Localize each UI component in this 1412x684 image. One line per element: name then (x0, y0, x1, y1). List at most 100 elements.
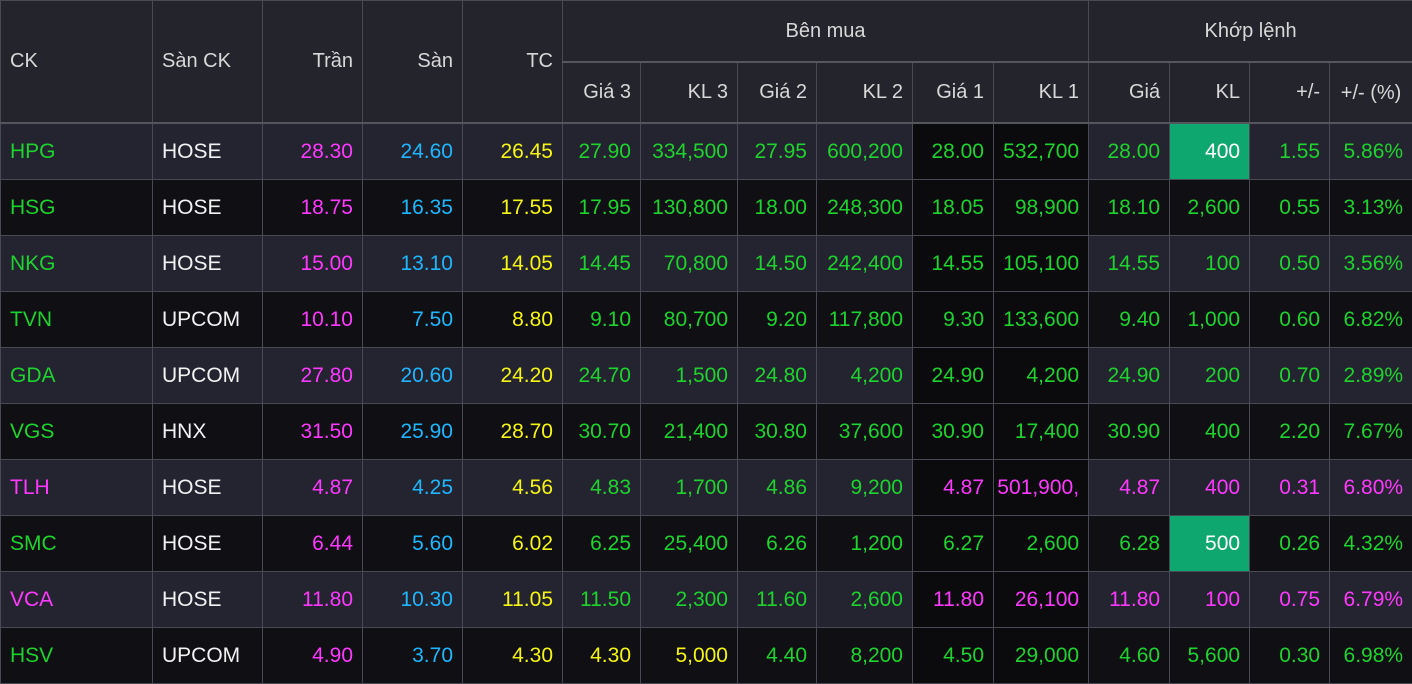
cell-bid-price-2: 4.86 (737, 459, 817, 516)
header-bid-vol-2[interactable]: KL 2 (816, 61, 913, 124)
cell-bid-price-3: 4.83 (562, 459, 641, 516)
table-row[interactable]: GDA UPCOM 27.80 20.60 24.20 24.70 1,500 24.80 4,… (0, 347, 1412, 404)
cell-match-vol: 500 (1169, 515, 1251, 572)
cell-change: 0.26 (1249, 515, 1331, 572)
header-match-group: Khớp lệnh (1088, 0, 1412, 63)
cell-bid-price-1: 9.30 (912, 291, 994, 348)
cell-match-price: 4.87 (1088, 459, 1171, 516)
cell-change: 0.30 (1249, 627, 1331, 684)
cell-bid-vol-2: 9,200 (816, 459, 913, 516)
cell-bid-price-2: 11.60 (737, 571, 817, 628)
cell-match-price: 11.80 (1088, 571, 1171, 628)
table-row[interactable]: HPG HOSE 28.30 24.60 26.45 27.90 334,500 27.95 6… (0, 122, 1412, 180)
cell-change-pct: 5.86% (1329, 122, 1412, 180)
cell-bid-vol-1: 133,600 (992, 291, 1090, 348)
cell-bid-vol-1: 29,000 (992, 627, 1090, 684)
cell-bid-price-3: 4.30 (562, 627, 641, 684)
cell-exchange: HOSE (152, 515, 263, 572)
table-row[interactable]: NKG HOSE 15.00 13.10 14.05 14.45 70,800 14.50 24… (0, 235, 1412, 292)
cell-symbol[interactable]: VGS (0, 403, 153, 460)
cell-symbol[interactable]: VCA (0, 571, 153, 628)
cell-symbol[interactable]: NKG (0, 235, 153, 292)
cell-bid-vol-2: 2,600 (816, 571, 913, 628)
cell-reference: 4.30 (462, 627, 563, 684)
cell-bid-price-3: 6.25 (562, 515, 641, 572)
cell-bid-price-2: 6.26 (737, 515, 817, 572)
header-reference[interactable]: TC (462, 0, 563, 124)
header-match-price[interactable]: Giá (1088, 61, 1171, 124)
table-row[interactable]: VGS HNX 31.50 25.90 28.70 30.70 21,400 30.80 37,… (0, 403, 1412, 460)
cell-match-price: 28.00 (1088, 122, 1171, 180)
cell-bid-price-3: 30.70 (562, 403, 641, 460)
cell-symbol[interactable]: TVN (0, 291, 153, 348)
cell-change-pct: 3.13% (1329, 179, 1412, 236)
cell-bid-price-2: 27.95 (737, 122, 817, 180)
header-ceiling[interactable]: Trần (262, 0, 363, 124)
cell-bid-vol-3: 2,300 (640, 571, 738, 628)
cell-floor: 10.30 (362, 571, 463, 628)
cell-bid-price-1: 30.90 (912, 403, 994, 460)
cell-bid-vol-1: 17,400 (992, 403, 1090, 460)
cell-reference: 4.56 (462, 459, 563, 516)
cell-symbol[interactable]: HSV (0, 627, 153, 684)
board-header: CK Sàn CK Trần Sàn TC Bên mua Khớp lệnh … (0, 0, 1412, 124)
cell-floor: 7.50 (362, 291, 463, 348)
cell-reference: 6.02 (462, 515, 563, 572)
cell-symbol[interactable]: HPG (0, 122, 153, 180)
cell-bid-vol-3: 1,500 (640, 347, 738, 404)
header-bid-vol-3[interactable]: KL 3 (640, 61, 738, 124)
table-row[interactable]: HSV UPCOM 4.90 3.70 4.30 4.30 5,000 4.40 8,200 4.… (0, 627, 1412, 684)
cell-symbol[interactable]: HSG (0, 179, 153, 236)
cell-ceiling: 15.00 (262, 235, 363, 292)
cell-bid-price-3: 17.95 (562, 179, 641, 236)
cell-bid-vol-1: ,501,900 (992, 459, 1090, 516)
cell-bid-price-1: 4.50 (912, 627, 994, 684)
cell-change-pct: 6.79% (1329, 571, 1412, 628)
cell-bid-vol-1: 2,600 (992, 515, 1090, 572)
cell-bid-price-2: 24.80 (737, 347, 817, 404)
cell-bid-vol-3: 130,800 (640, 179, 738, 236)
header-bid-vol-1[interactable]: KL 1 (992, 61, 1090, 124)
cell-bid-vol-1: 26,100 (992, 571, 1090, 628)
cell-ceiling: 27.80 (262, 347, 363, 404)
cell-bid-price-1: 4.87 (912, 459, 994, 516)
cell-bid-vol-2: 4,200 (816, 347, 913, 404)
cell-bid-price-1: 11.80 (912, 571, 994, 628)
cell-symbol[interactable]: GDA (0, 347, 153, 404)
cell-change: 0.50 (1249, 235, 1331, 292)
header-match-vol[interactable]: KL (1169, 61, 1251, 124)
header-bid-price-2[interactable]: Giá 2 (737, 61, 817, 124)
cell-match-price: 9.40 (1088, 291, 1171, 348)
header-ck[interactable]: CK (0, 0, 153, 124)
header-floor[interactable]: Sàn (362, 0, 463, 124)
table-row[interactable]: SMC HOSE 6.44 5.60 6.02 6.25 25,400 6.26 1,200 6.… (0, 515, 1412, 572)
cell-symbol[interactable]: SMC (0, 515, 153, 572)
header-change[interactable]: +/- (1249, 61, 1331, 124)
cell-change: 0.55 (1249, 179, 1331, 236)
cell-change: 0.31 (1249, 459, 1331, 516)
cell-change: 0.75 (1249, 571, 1331, 628)
cell-change: 2.20 (1249, 403, 1331, 460)
cell-reference: 26.45 (462, 122, 563, 180)
cell-bid-vol-3: 5,000 (640, 627, 738, 684)
cell-bid-vol-1: 98,900 (992, 179, 1090, 236)
cell-match-price: 24.90 (1088, 347, 1171, 404)
cell-symbol[interactable]: TLH (0, 459, 153, 516)
header-bid-price-1[interactable]: Giá 1 (912, 61, 994, 124)
cell-bid-vol-3: 334,500 (640, 122, 738, 180)
table-row[interactable]: TLH HOSE 4.87 4.25 4.56 4.83 1,700 4.86 9,200 4.8… (0, 459, 1412, 516)
cell-bid-vol-3: 80,700 (640, 291, 738, 348)
table-row[interactable]: TVN UPCOM 10.10 7.50 8.80 9.10 80,700 9.20 117,8… (0, 291, 1412, 348)
cell-reference: 8.80 (462, 291, 563, 348)
cell-match-vol: 400 (1169, 403, 1251, 460)
header-change-pct[interactable]: +/- (%) (1329, 61, 1412, 124)
table-row[interactable]: HSG HOSE 18.75 16.35 17.55 17.95 130,800 18.00 2… (0, 179, 1412, 236)
table-row[interactable]: VCA HOSE 11.80 10.30 11.05 11.50 2,300 11.60 2,6… (0, 571, 1412, 628)
header-exchange[interactable]: Sàn CK (152, 0, 263, 124)
cell-match-vol: 1,000 (1169, 291, 1251, 348)
header-bid-price-3[interactable]: Giá 3 (562, 61, 641, 124)
cell-bid-price-2: 4.40 (737, 627, 817, 684)
header-bid-group: Bên mua (561, 0, 1090, 63)
cell-bid-price-1: 24.90 (912, 347, 994, 404)
